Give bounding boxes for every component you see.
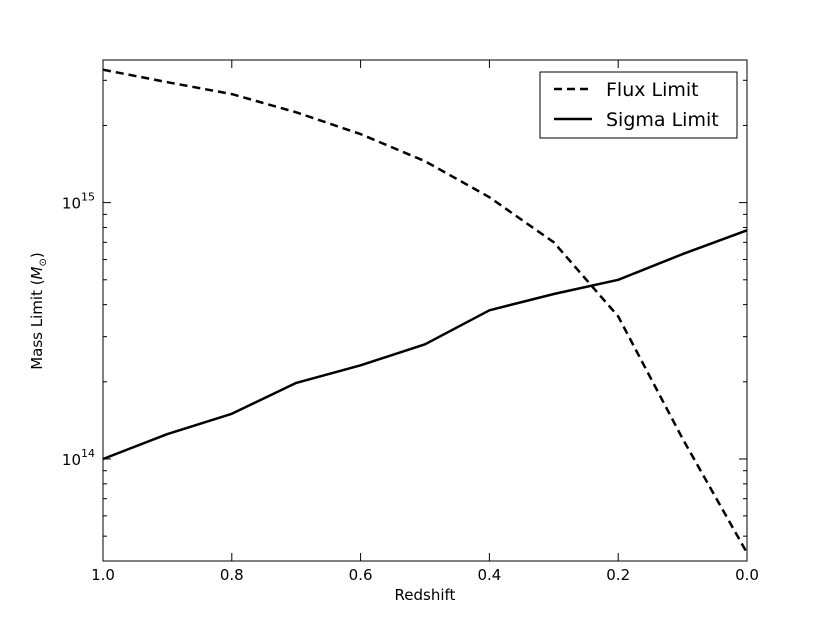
legend: Flux Limit Sigma Limit (539, 71, 738, 139)
y-axis-label-text: Mass Limit ( (28, 279, 46, 369)
x-tick-label: 0.0 (735, 566, 759, 584)
x-tick-label: 0.4 (477, 566, 501, 584)
x-axis-label: Redshift (395, 586, 456, 604)
plot-marks (102, 68, 749, 554)
x-axis-ticks: 1.0 0.8 0.6 0.4 0.2 0.0 (91, 60, 759, 584)
series-line-sigma-limit (102, 229, 748, 461)
y-axis-label-subscript: ⊙ (38, 258, 49, 266)
y-axis-label: Mass Limit (M⊙) (28, 252, 49, 370)
y-axis-label-close: ) (28, 252, 46, 258)
x-tick-label: 1.0 (91, 566, 115, 584)
legend-flux-limit-label: Flux Limit (606, 79, 699, 101)
legend-sigma-limit-label: Sigma Limit (606, 109, 719, 131)
legend-box (539, 71, 738, 139)
x-tick-label: 0.2 (606, 566, 630, 584)
y-axis-ticks: 1014 1015 (62, 79, 747, 537)
x-tick-label: 0.6 (349, 566, 373, 584)
y-tick-label: 1014 (62, 447, 95, 469)
plot-frame (102, 59, 748, 562)
y-axis-label-symbol: M (28, 266, 46, 279)
series-line-flux-limit (102, 68, 749, 554)
x-tick-label: 0.8 (220, 566, 244, 584)
y-tick-label: 1015 (62, 191, 95, 213)
